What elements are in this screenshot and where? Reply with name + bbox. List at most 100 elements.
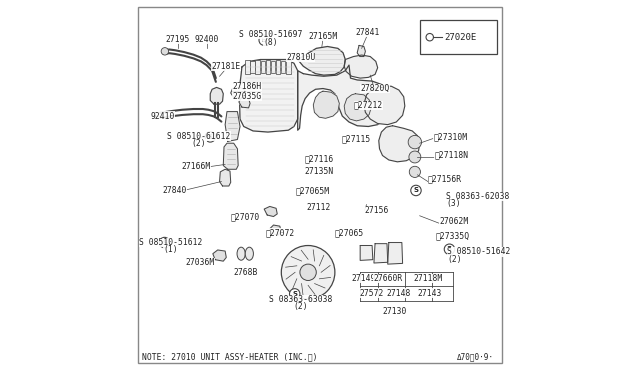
Text: 27135N: 27135N (305, 167, 333, 176)
Text: 92400: 92400 (195, 35, 219, 44)
Polygon shape (231, 87, 245, 99)
Polygon shape (344, 55, 378, 78)
Bar (255, 60, 260, 74)
Circle shape (410, 166, 420, 177)
Bar (420, 20, 497, 54)
Text: ※27212: ※27212 (354, 101, 383, 110)
Text: 27062M: 27062M (439, 217, 468, 226)
Polygon shape (270, 225, 281, 235)
Polygon shape (220, 169, 231, 186)
Text: (2): (2) (447, 255, 462, 264)
Polygon shape (298, 46, 346, 75)
Text: S 08510-51642: S 08510-51642 (447, 247, 511, 256)
Polygon shape (223, 143, 238, 169)
Text: 27035G: 27035G (232, 92, 261, 101)
Polygon shape (379, 126, 420, 162)
Circle shape (161, 48, 168, 55)
Text: ※27116: ※27116 (305, 155, 333, 164)
Text: S: S (292, 291, 297, 297)
Text: S: S (162, 240, 167, 246)
Text: ※27156R: ※27156R (428, 175, 462, 184)
Bar (281, 61, 285, 73)
Text: 27156: 27156 (365, 206, 389, 215)
Text: 92410: 92410 (151, 112, 175, 121)
Text: 27660R: 27660R (373, 274, 403, 283)
Polygon shape (360, 246, 373, 260)
Circle shape (444, 244, 454, 254)
Text: ※27335Q: ※27335Q (436, 232, 470, 241)
Circle shape (205, 132, 216, 142)
Text: 27572: 27572 (359, 289, 383, 298)
Text: 27810U: 27810U (286, 53, 316, 62)
Text: 27130: 27130 (382, 307, 406, 316)
Text: 27195: 27195 (166, 35, 190, 44)
Text: ※27310M: ※27310M (433, 132, 468, 141)
Bar (271, 61, 275, 73)
Text: (1): (1) (163, 246, 178, 254)
Text: 27020E: 27020E (445, 33, 477, 42)
Ellipse shape (237, 247, 245, 260)
Circle shape (282, 246, 335, 299)
Text: 27166M: 27166M (182, 162, 211, 171)
Polygon shape (388, 243, 403, 264)
Text: 27118M: 27118M (413, 274, 442, 283)
Text: (3): (3) (447, 199, 461, 208)
Bar (276, 60, 280, 74)
Text: 27143: 27143 (417, 289, 442, 298)
Text: 27036M: 27036M (186, 258, 215, 267)
Ellipse shape (245, 247, 253, 260)
Circle shape (289, 289, 300, 299)
Text: S 08510-51697: S 08510-51697 (239, 30, 303, 39)
Text: 27112: 27112 (306, 203, 331, 212)
Text: 27165M: 27165M (308, 32, 338, 41)
Circle shape (159, 237, 170, 248)
Text: 2768B: 2768B (234, 268, 258, 277)
Text: (8): (8) (264, 38, 278, 46)
Text: ※27065: ※27065 (335, 228, 364, 237)
Text: ※27070: ※27070 (230, 212, 260, 221)
Text: NOTE: 27010 UNIT ASSY-HEATER (INC.※): NOTE: 27010 UNIT ASSY-HEATER (INC.※) (142, 352, 317, 361)
Polygon shape (264, 206, 277, 217)
Polygon shape (239, 60, 298, 132)
Circle shape (300, 264, 316, 280)
Text: S: S (447, 246, 452, 252)
Circle shape (259, 35, 269, 45)
Polygon shape (374, 244, 388, 263)
Circle shape (409, 151, 421, 163)
Circle shape (411, 185, 421, 196)
Text: S: S (262, 37, 267, 43)
Text: S: S (208, 134, 212, 140)
Text: 27186H: 27186H (232, 82, 261, 91)
Text: S 08510-51612: S 08510-51612 (139, 238, 202, 247)
Bar (260, 61, 265, 73)
Text: 27840: 27840 (162, 186, 186, 195)
Text: (2): (2) (192, 139, 207, 148)
Polygon shape (213, 250, 227, 261)
Polygon shape (298, 65, 390, 130)
Polygon shape (239, 97, 250, 108)
Text: ※27072: ※27072 (266, 228, 295, 237)
Text: (2): (2) (293, 302, 308, 311)
Bar (250, 61, 255, 73)
Text: 27841: 27841 (355, 28, 380, 37)
Text: 27181E: 27181E (211, 62, 241, 71)
Text: 27149: 27149 (352, 274, 376, 283)
Polygon shape (211, 87, 223, 104)
Text: S: S (413, 187, 419, 193)
Text: ※27118N: ※27118N (435, 150, 468, 159)
Polygon shape (286, 260, 331, 280)
Text: 27820Q: 27820Q (360, 84, 390, 93)
Text: 27148: 27148 (387, 289, 411, 298)
Polygon shape (364, 86, 405, 125)
Text: ※27065M: ※27065M (296, 186, 330, 195)
Text: S 08363-63038: S 08363-63038 (269, 295, 332, 304)
Text: S 08363-62038: S 08363-62038 (447, 192, 510, 201)
Polygon shape (344, 94, 371, 121)
Circle shape (408, 135, 422, 149)
Polygon shape (357, 45, 365, 57)
Bar (245, 60, 250, 74)
Polygon shape (314, 91, 339, 118)
Bar (266, 60, 270, 74)
Text: Δ70※0·9·: Δ70※0·9· (457, 353, 494, 362)
Text: ※27115: ※27115 (342, 134, 371, 143)
